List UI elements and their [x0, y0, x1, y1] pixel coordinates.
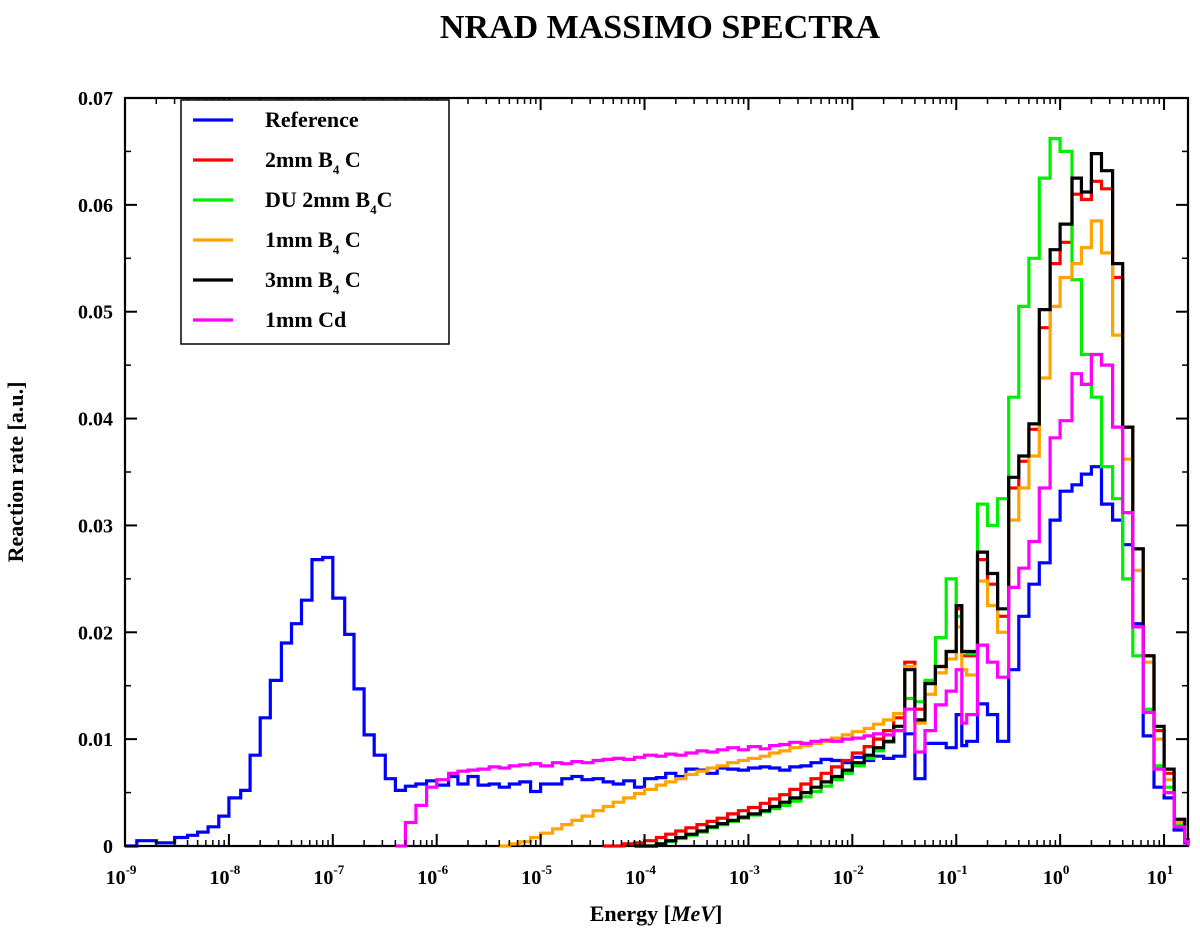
y-tick-label: 0 [103, 836, 113, 858]
x-tick-base: 10 [937, 867, 957, 889]
legend-label-part: 4 [333, 242, 340, 257]
legend-label-5: 1mm Cd [265, 307, 346, 332]
legend-label-part: 1mm Cd [265, 307, 346, 332]
x-tick-exponent: 1 [1167, 862, 1174, 877]
x-tick-label: 101 [1147, 862, 1174, 889]
x-axis-label-unit: MeV [670, 901, 717, 926]
x-tick-label: 10-2 [833, 862, 864, 889]
legend-label-4: 3mm B4 C [265, 267, 361, 297]
tick-label-layer: 10-9 10-8 10-7 10-6 10-5 10-4 10-3 10-2 10-1 100 1… [78, 88, 1173, 889]
x-tick-label: 10-6 [417, 862, 448, 889]
legend-label-part: C [339, 227, 360, 252]
legend-label-1: 2mm B4 C [265, 147, 361, 177]
x-tick-exponent: -9 [126, 862, 137, 877]
x-tick-base: 10 [833, 867, 853, 889]
series-line-5 [395, 352, 1190, 848]
series-line-0 [125, 465, 1190, 848]
y-tick-label: 0.05 [78, 302, 113, 324]
x-tick-label: 10-3 [729, 862, 760, 889]
x-tick-base: 10 [417, 867, 437, 889]
legend-label-part: DU 2mm B [265, 187, 370, 212]
x-axis-label-close: ] [715, 901, 722, 926]
x-tick-base: 10 [209, 867, 229, 889]
x-tick-label: 10-9 [106, 862, 137, 889]
y-tick-label: 0.07 [78, 88, 113, 110]
y-tick-label: 0.01 [78, 729, 113, 751]
x-tick-exponent: -2 [853, 862, 864, 877]
series-line-1 [603, 179, 1190, 848]
x-tick-exponent: -3 [749, 862, 760, 877]
y-tick-label: 0.02 [78, 622, 113, 644]
legend-label-part: 4 [333, 162, 340, 177]
legend-label-part: C [339, 267, 360, 292]
x-tick-exponent: -6 [437, 862, 448, 877]
legend-label-part: 4 [370, 202, 377, 217]
legend-label-part: 2mm B [265, 147, 333, 172]
y-axis-label: Reaction rate [a.u.] [3, 382, 28, 563]
y-tick-label: 0.06 [78, 195, 113, 217]
x-axis-label-main: Energy [ [590, 901, 671, 926]
x-tick-exponent: -8 [229, 862, 240, 877]
legend-label-part: 1mm B [265, 227, 333, 252]
x-tick-label: 10-8 [209, 862, 240, 889]
x-tick-exponent: -1 [957, 862, 968, 877]
y-tick-label: 0.03 [78, 515, 113, 537]
series-line-2 [634, 137, 1190, 848]
x-tick-exponent: -7 [333, 862, 344, 877]
x-tick-base: 10 [729, 867, 749, 889]
series-line-4 [634, 152, 1190, 848]
x-tick-exponent: -4 [645, 862, 656, 877]
x-tick-base: 10 [106, 867, 126, 889]
legend-label-0: Reference [265, 107, 359, 132]
x-tick-exponent: -5 [541, 862, 552, 877]
plot-area: 10-9 10-8 10-7 10-6 10-5 10-4 10-3 10-2 10-1 100 1… [78, 88, 1190, 889]
chart-title: NRAD MASSIMO SPECTRA [440, 9, 881, 46]
x-tick-base: 10 [313, 867, 333, 889]
x-tick-label: 10-7 [313, 862, 344, 889]
legend-label-part: C [377, 187, 393, 212]
x-tick-exponent: 0 [1063, 862, 1070, 877]
x-tick-base: 10 [1043, 867, 1063, 889]
legend-box [180, 99, 450, 345]
series-layer [125, 137, 1190, 848]
legend-label-part: C [339, 147, 360, 172]
x-tick-label: 10-1 [937, 862, 968, 889]
y-tick-label: 0.04 [78, 409, 113, 431]
legend-label-part: 3mm B [265, 267, 333, 292]
legend-label-part: 4 [333, 282, 340, 297]
x-tick-base: 10 [1147, 867, 1167, 889]
x-axis-label: Energy [MeV] [590, 901, 723, 926]
x-tick-label: 10-5 [521, 862, 552, 889]
legend-label-3: 1mm B4 C [265, 227, 361, 257]
x-tick-base: 10 [521, 867, 541, 889]
legend-label-2: DU 2mm B4C [265, 187, 393, 217]
legend-label-part: Reference [265, 107, 359, 132]
x-tick-base: 10 [625, 867, 645, 889]
x-tick-label: 10-4 [625, 862, 656, 889]
x-tick-label: 100 [1043, 862, 1070, 889]
series-line-3 [499, 219, 1190, 848]
